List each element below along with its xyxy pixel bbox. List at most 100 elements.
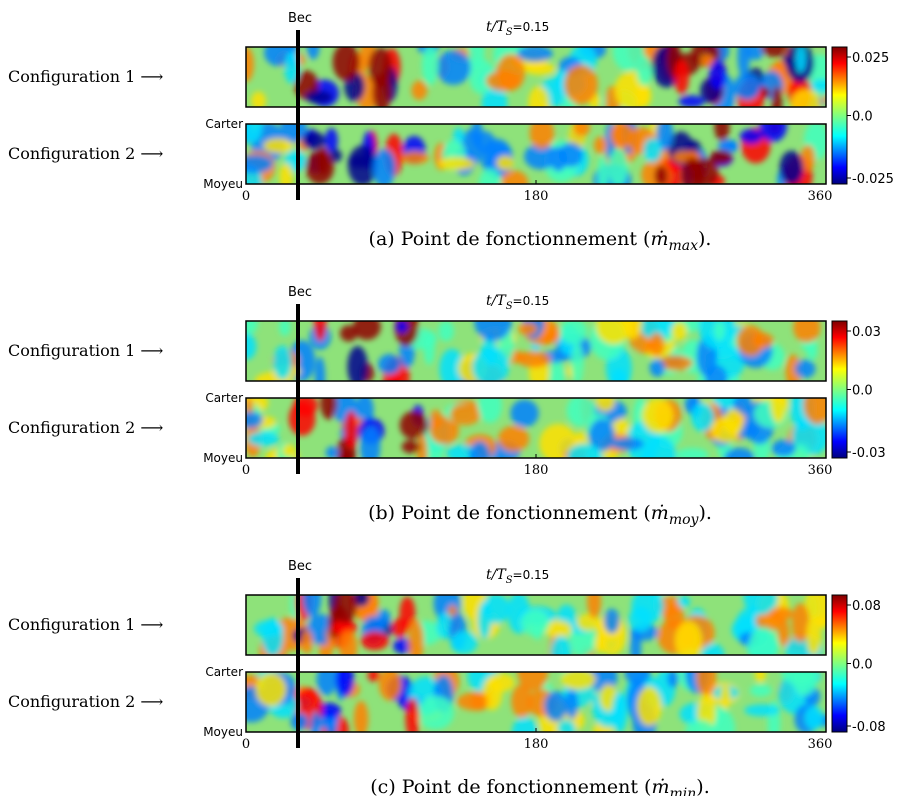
field-blob (284, 51, 300, 84)
time-label: t/TS=0.15 (486, 293, 549, 312)
field-blob (771, 439, 796, 457)
time-sub: S (506, 301, 513, 312)
field-blob (518, 322, 538, 336)
field-blob (325, 446, 340, 458)
x-tick-label: 180 (524, 189, 549, 204)
field-blob (332, 47, 360, 81)
field-blob (344, 410, 359, 449)
field-blobs (246, 47, 826, 107)
field-blobs (253, 595, 826, 655)
field-blob (529, 124, 555, 150)
moyeu-label: Moyeu (203, 451, 243, 465)
field-blob (549, 359, 565, 381)
field-blob (588, 419, 616, 452)
caption-sub: moy (669, 512, 700, 528)
field-blob (603, 608, 620, 634)
field-blob (314, 356, 326, 381)
field-blob (675, 448, 709, 458)
colorbar-tick-label: 0.08 (852, 599, 881, 614)
colorbar-tick-label: 0.025 (852, 51, 889, 66)
field-blobs (246, 672, 826, 732)
field-blob (246, 124, 263, 144)
field-blob (803, 398, 826, 425)
field-blob (559, 321, 588, 345)
field-blob (667, 672, 679, 688)
field-blob (510, 399, 539, 428)
field-blob (436, 50, 471, 85)
carter-label: Carter (205, 665, 243, 679)
field-blob (313, 321, 327, 342)
field-blob (701, 643, 725, 655)
field-blob (353, 700, 369, 732)
caption-text: (b) Point de fonctionnement ( (368, 502, 651, 524)
field-blob (339, 630, 358, 655)
field-blob (779, 150, 804, 184)
colorbar-tick-label: -0.025 (852, 172, 894, 187)
field-blob (685, 719, 715, 732)
field-blob (680, 157, 705, 184)
field-blobs (246, 124, 826, 184)
field-blob (749, 684, 772, 697)
field-blob (300, 629, 313, 654)
field-blob (769, 606, 793, 621)
field-blob (438, 157, 475, 171)
field-blob (333, 595, 358, 624)
field-blob (565, 689, 579, 719)
field-blob (550, 146, 567, 172)
field-blob (478, 168, 502, 184)
field-blob (320, 398, 337, 420)
moyeu-label: Moyeu (203, 177, 243, 191)
field-blob (654, 165, 669, 184)
field-blob (517, 351, 551, 368)
time-value: =0.15 (513, 294, 550, 308)
field-blob (597, 155, 609, 184)
field-blob (372, 148, 396, 184)
field-blob (450, 631, 478, 655)
field-blob (399, 410, 429, 440)
field-blob (806, 616, 822, 655)
moyeu-label: Moyeu (203, 725, 243, 739)
field-blob (691, 402, 715, 432)
carter-label: Carter (205, 117, 243, 131)
field-blob (543, 620, 573, 638)
contour-field (246, 672, 826, 732)
field-blob (714, 321, 725, 341)
field-blob (528, 86, 550, 107)
time-sub: S (506, 575, 513, 586)
field-blob (247, 431, 280, 447)
field-blob (347, 145, 378, 184)
field-blob (469, 441, 490, 458)
field-blob (472, 347, 509, 381)
field-blob (761, 47, 790, 58)
field-blob (378, 354, 401, 375)
field-blob (367, 672, 381, 682)
field-blob (649, 359, 666, 377)
field-blob (595, 321, 632, 345)
field-blob (391, 618, 408, 638)
field-blob (624, 672, 651, 685)
field-blob (305, 90, 333, 104)
field-blob (417, 695, 454, 730)
x-tick-label: 360 (808, 189, 833, 204)
field-blob (566, 443, 603, 458)
field-blob (288, 401, 316, 436)
field-blob (482, 595, 511, 624)
field-blob (470, 692, 488, 711)
strip-frame (245, 320, 827, 382)
field-blob (678, 95, 705, 107)
field-blob (608, 147, 628, 184)
panel: Bec t/TS=0.15 Configuration 1 ⟶ Configurati… (8, 285, 886, 528)
colorbar-tick-label: 0.0 (852, 384, 873, 399)
field-blob (496, 155, 514, 171)
field-blob (316, 702, 342, 719)
x-tick-label: 0 (242, 189, 250, 204)
field-blob (733, 73, 761, 100)
x-tick-label: 0 (242, 737, 250, 752)
contour-field (246, 124, 826, 184)
field-blob (724, 447, 755, 458)
field-blob (524, 143, 558, 170)
carter-label: Carter (205, 391, 243, 405)
field-blob (273, 345, 292, 380)
bec-label: Bec (288, 11, 312, 26)
caption-sub: max (668, 238, 698, 254)
